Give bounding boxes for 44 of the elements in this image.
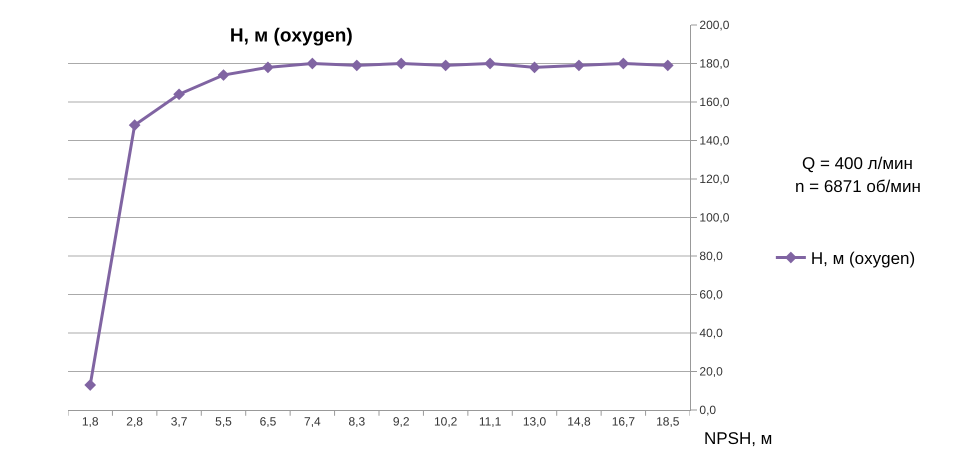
text: Q = 400 л/мин [802, 154, 913, 173]
point [618, 58, 630, 70]
point [128, 119, 140, 131]
x-tick-label: 2,8 [126, 414, 144, 428]
point [662, 60, 674, 72]
legend-label: H, м (oxygen) [810, 249, 916, 268]
point [484, 58, 496, 70]
point [440, 60, 452, 72]
x-tick-label: 6,5 [260, 414, 277, 428]
x-tick-label: 5,5 [215, 414, 232, 428]
point [262, 62, 274, 74]
x-axis-title: NPSH, м [704, 429, 772, 448]
point [218, 69, 230, 81]
y-tick-label: 0,0 [699, 403, 716, 418]
y-tick-label: 80,0 [699, 249, 724, 264]
x-tick-label: 1,8 [82, 414, 99, 428]
x-tick-label: 16,7 [612, 414, 636, 428]
point [573, 60, 585, 72]
y-tick-label: 40,0 [699, 326, 724, 340]
x-tick-label: 3,7 [170, 414, 188, 428]
x-tick-label: 11,1 [478, 414, 502, 428]
chart-title: H, м (oxygen) [230, 25, 353, 46]
y-tick-label: 200,0 [699, 18, 730, 32]
x-tick-label: 13,0 [522, 414, 546, 428]
x-tick-label: 10,2 [434, 414, 458, 428]
y-tick-label: 100,0 [699, 210, 730, 225]
x-tick-label: 18,5 [656, 414, 680, 428]
x-tick-label: 9,2 [392, 414, 410, 428]
x-tick-label: 7,4 [304, 414, 322, 428]
point [350, 60, 363, 72]
text: n = 6871 об/мин [795, 177, 921, 196]
x-tick-label: 14,8 [567, 414, 591, 428]
point [173, 88, 185, 100]
y-tick-label: 140,0 [699, 134, 730, 148]
point [84, 379, 96, 391]
point [306, 58, 318, 70]
x-tick-label: 8,3 [348, 414, 366, 428]
y-tick-label: 120,0 [699, 172, 730, 186]
y-tick-label: 180,0 [699, 56, 730, 71]
y-tick-label: 20,0 [699, 364, 724, 379]
y-tick-label: 160,0 [699, 95, 730, 110]
point [528, 62, 540, 74]
point [395, 58, 408, 70]
y-tick-label: 60,0 [699, 288, 724, 302]
